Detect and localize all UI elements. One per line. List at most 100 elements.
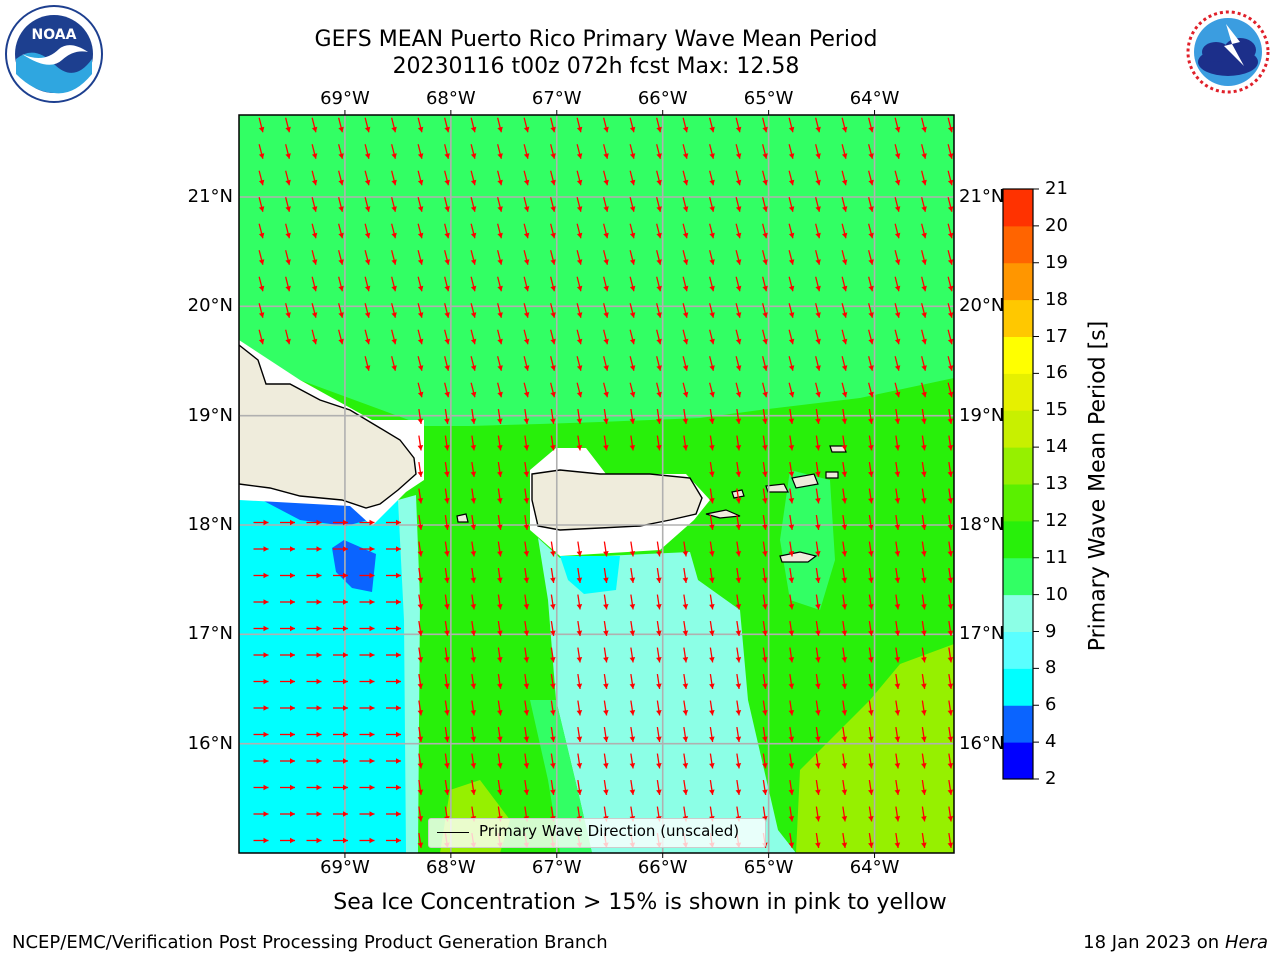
wave-arrow (550, 197, 556, 212)
lat-label-left: 19°N (187, 404, 233, 426)
wave-arrow (523, 541, 530, 557)
wave-arrow (497, 779, 503, 796)
wave-arrow (417, 832, 424, 849)
wave-arrow (364, 170, 371, 186)
wave-arrow (894, 673, 901, 690)
wave-arrow (523, 753, 530, 769)
wave-arrow (364, 329, 371, 345)
wave-arrow (709, 408, 715, 425)
wave-arrow (735, 117, 742, 133)
wave-arrow (841, 647, 848, 663)
wave-arrow (947, 647, 954, 663)
wave-arrow (603, 620, 609, 637)
wave-arrow (947, 700, 954, 716)
wave-arrow (868, 753, 874, 769)
wave-arrow (253, 678, 269, 685)
wave-arrow (894, 276, 901, 292)
wave-arrow (311, 197, 318, 212)
wave-arrow (576, 303, 583, 318)
wave-arrow (788, 408, 795, 425)
wave-arrow (629, 541, 636, 557)
wave-arrow (868, 806, 874, 822)
land-hispaniola (239, 344, 417, 509)
wave-arrow (417, 753, 424, 769)
wave-arrow (280, 546, 295, 552)
wave-arrow (735, 673, 742, 690)
wave-arrow (311, 223, 318, 239)
wave-arrow (497, 382, 503, 398)
wave-arrow (841, 303, 848, 318)
wave-arrow (576, 673, 583, 690)
wave-arrow (921, 753, 927, 769)
wave-arrow (470, 117, 477, 133)
wave-arrow (656, 276, 662, 292)
wave-arrow (523, 250, 530, 265)
wave-arrow (947, 673, 954, 690)
wave-arrow (735, 223, 742, 239)
wave-arrow (841, 329, 848, 345)
wave-arrow (947, 541, 954, 557)
wave-arrow (629, 356, 636, 371)
wave-arrow (444, 170, 450, 186)
wave-arrow (359, 572, 375, 579)
wave-arrow (444, 726, 450, 743)
wave-arrow (947, 726, 954, 743)
wave-arrow (709, 726, 715, 743)
wave-arrow (894, 117, 901, 133)
wave-arrow (603, 726, 609, 743)
wave-arrow (921, 329, 927, 345)
wave-arrow (333, 652, 348, 658)
wave-arrow (921, 700, 927, 716)
wave-arrow (576, 541, 583, 557)
wave-arrow (947, 144, 954, 159)
wave-arrow (682, 753, 689, 769)
wave-arrow (258, 170, 265, 186)
wave-arrow (576, 382, 583, 398)
wave-arrow (417, 250, 424, 265)
wave-arrow (921, 382, 927, 398)
wave-arrow (338, 250, 344, 265)
wave-arrow (815, 197, 821, 212)
wave-arrow (788, 435, 795, 451)
wave-arrow (947, 806, 954, 822)
wave-arrow (629, 647, 636, 663)
wave-arrow (735, 726, 742, 743)
wave-arrow (735, 594, 742, 610)
wave-arrow (364, 117, 371, 133)
wave-arrow (306, 519, 322, 526)
wave-arrow (306, 811, 322, 817)
wave-arrow (709, 514, 715, 531)
wave-arrow (656, 197, 662, 212)
wave-arrow (709, 779, 715, 796)
wave-arrow (841, 276, 848, 292)
wave-arrow (417, 144, 424, 159)
colorbar-tick-label: 12 (1045, 509, 1068, 531)
wave-arrow (444, 303, 450, 318)
wave-arrow (417, 408, 424, 425)
wave-arrow (788, 514, 795, 531)
colorbar-tick-label: 6 (1045, 694, 1057, 716)
lat-label-left: 21°N (187, 186, 233, 207)
wave-arrow (603, 594, 609, 610)
wave-arrow (386, 678, 401, 685)
wave-arrow (709, 620, 715, 637)
wave-arrow (333, 599, 348, 605)
wave-arrow (603, 647, 609, 663)
wave-arrow (417, 435, 424, 451)
lat-label-right: 17°N (959, 623, 1005, 645)
wave-arrow (841, 250, 848, 265)
wave-arrow (788, 673, 795, 690)
wave-arrow (258, 276, 265, 292)
wave-arrow (894, 514, 901, 531)
wave-arrow (523, 329, 530, 345)
wave-arrow (629, 700, 636, 716)
wave-arrow (682, 541, 689, 557)
wave-arrow (921, 435, 927, 451)
wave-arrow (417, 197, 424, 212)
wave-arrow (333, 705, 348, 711)
wave-arrow (258, 197, 265, 212)
wave-arrow (629, 197, 636, 212)
colorbar-segment (1003, 410, 1033, 448)
wave-arrow (841, 594, 848, 610)
wave-arrow (364, 303, 371, 318)
